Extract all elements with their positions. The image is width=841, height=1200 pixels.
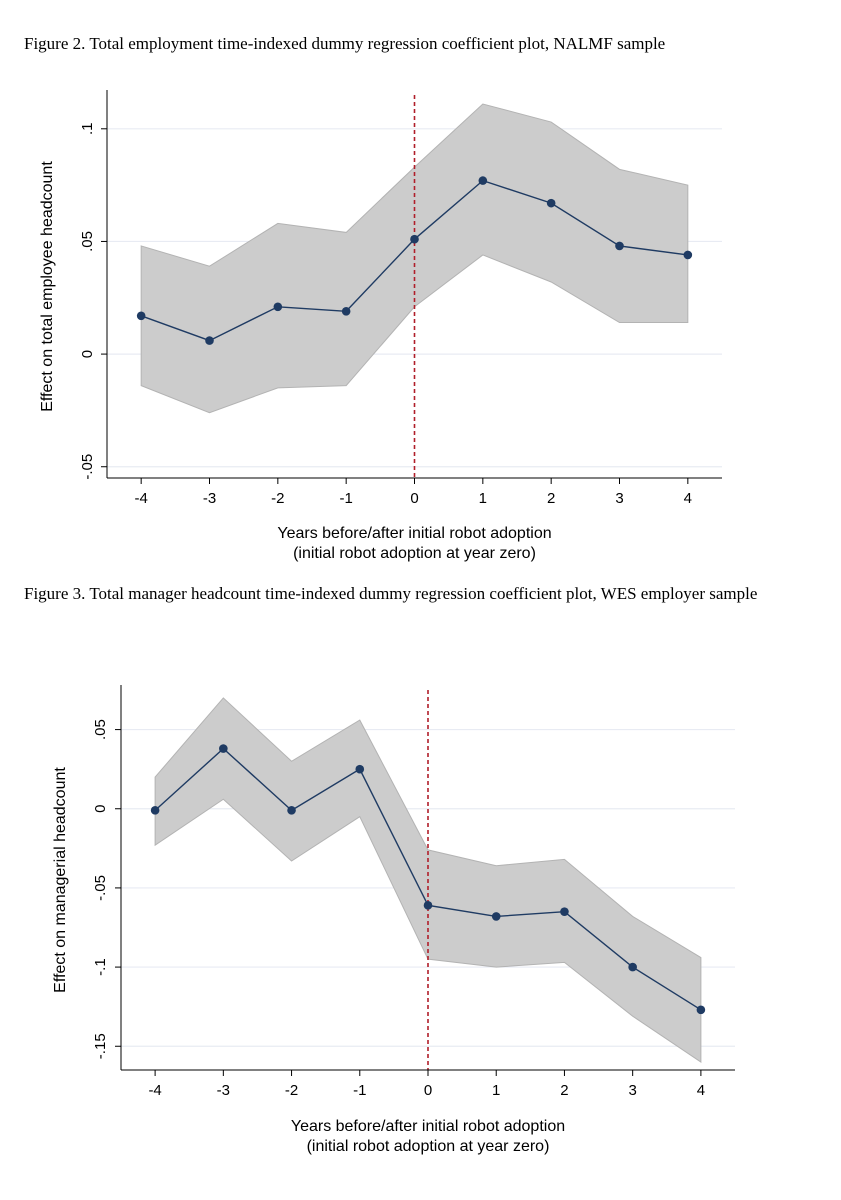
x-tick-label: 3 <box>628 1082 636 1099</box>
y-tick-label: -.05 <box>92 875 109 901</box>
y-tick-label: -.05 <box>79 454 96 480</box>
y-tick-label: 0 <box>79 350 96 358</box>
coefficient-point <box>478 176 488 185</box>
figure-3-chart: -.15 -.1 -.05 0 .05 -4 -3 -2 -1 0 1 2 3 4 Years before… <box>52 685 735 1155</box>
y-tick-label: -.15 <box>92 1033 109 1059</box>
figure-2-caption: Figure 2. Total employment time-indexed … <box>24 34 666 53</box>
coefficient-point <box>546 198 556 208</box>
x-tick-label: -4 <box>134 490 147 507</box>
x-axis-title: Years before/after initial robot adoptio… <box>277 525 551 542</box>
figure-2-chart: -.05 0 .05 .1 -4 -3 -2 -1 0 1 2 3 4 Years before/afte… <box>39 90 722 562</box>
x-tick-label: -3 <box>217 1082 230 1099</box>
x-axis-subtitle: (initial robot adoption at year zero) <box>307 1138 550 1155</box>
x-tick-label: 3 <box>615 490 623 507</box>
x-tick-label: -2 <box>285 1082 298 1099</box>
x-tick-label: 0 <box>410 490 418 507</box>
figure-3-caption: Figure 3. Total manager headcount time-i… <box>24 584 758 603</box>
coefficient-point <box>423 901 433 910</box>
y-tick-label: .1 <box>79 123 96 136</box>
x-tick-label: 2 <box>547 490 555 507</box>
x-axis-title: Years before/after initial robot adoptio… <box>291 1118 565 1135</box>
y-axis-title: Effect on total employee headcount <box>39 161 56 412</box>
coefficient-point <box>491 912 501 921</box>
x-tick-label: 1 <box>492 1082 500 1099</box>
y-tick-label: .05 <box>79 231 96 252</box>
coefficient-point <box>410 234 419 244</box>
y-tick-label: 0 <box>92 805 109 813</box>
x-tick-label: -4 <box>148 1082 161 1099</box>
x-tick-label: -2 <box>271 490 284 507</box>
coefficient-point <box>205 336 214 345</box>
x-tick-label: 1 <box>479 490 487 507</box>
coefficient-point <box>287 806 296 815</box>
y-axis-title: Effect on managerial headcount <box>52 767 69 993</box>
coefficient-point <box>615 241 624 251</box>
coefficient-point <box>341 306 351 316</box>
coefficient-point <box>696 1005 706 1015</box>
coefficient-point <box>683 250 693 260</box>
x-tick-label: 4 <box>697 1082 705 1099</box>
x-tick-label: 0 <box>424 1082 432 1099</box>
coefficient-point <box>136 311 146 321</box>
x-tick-label: -1 <box>339 490 352 507</box>
x-axis-subtitle: (initial robot adoption at year zero) <box>293 545 536 562</box>
coefficient-point <box>273 302 283 312</box>
y-tick-label: .05 <box>92 719 109 740</box>
x-tick-label: -3 <box>203 490 216 507</box>
y-tick-label: -.1 <box>92 958 109 976</box>
coefficient-point <box>219 744 228 753</box>
coefficient-point <box>628 962 637 972</box>
x-tick-label: 4 <box>684 490 692 507</box>
x-tick-label: 2 <box>560 1082 568 1099</box>
x-tick-label: -1 <box>353 1082 366 1099</box>
coefficient-point <box>560 907 569 916</box>
coefficient-point <box>355 764 365 774</box>
coefficient-point <box>150 806 160 815</box>
